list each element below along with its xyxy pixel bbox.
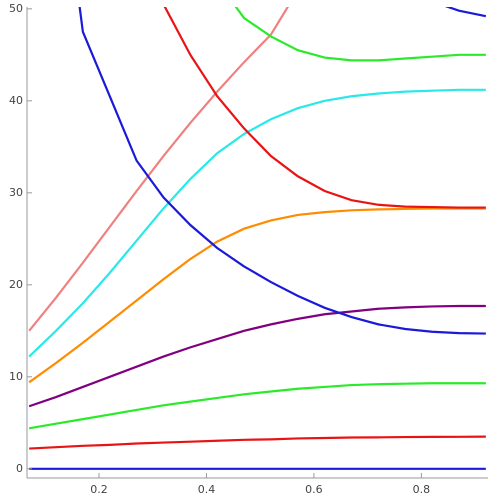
y-tick-label: 0 bbox=[16, 462, 23, 475]
y-tick-label: 40 bbox=[9, 94, 23, 107]
line-series bbox=[78, 7, 486, 335]
x-tick-label: 0.8 bbox=[413, 483, 431, 496]
line-series bbox=[28, 88, 486, 358]
y-tick-label: 10 bbox=[9, 370, 23, 383]
x-tick-label: 0.4 bbox=[198, 483, 216, 496]
y-tick-label: 50 bbox=[9, 2, 23, 15]
line-series bbox=[28, 207, 486, 384]
line-series bbox=[163, 7, 486, 209]
plot-area bbox=[28, 7, 487, 470]
line-series bbox=[28, 304, 486, 408]
y-tick-label: 20 bbox=[9, 278, 23, 291]
x-tick-label: 0.6 bbox=[305, 483, 323, 496]
line-series bbox=[234, 7, 486, 62]
line-series bbox=[28, 382, 486, 430]
line-series bbox=[444, 7, 487, 18]
y-tick-label: 30 bbox=[9, 186, 23, 199]
x-tick-label: 0.2 bbox=[90, 483, 108, 496]
line-series bbox=[28, 7, 290, 332]
line-series bbox=[29, 435, 486, 450]
